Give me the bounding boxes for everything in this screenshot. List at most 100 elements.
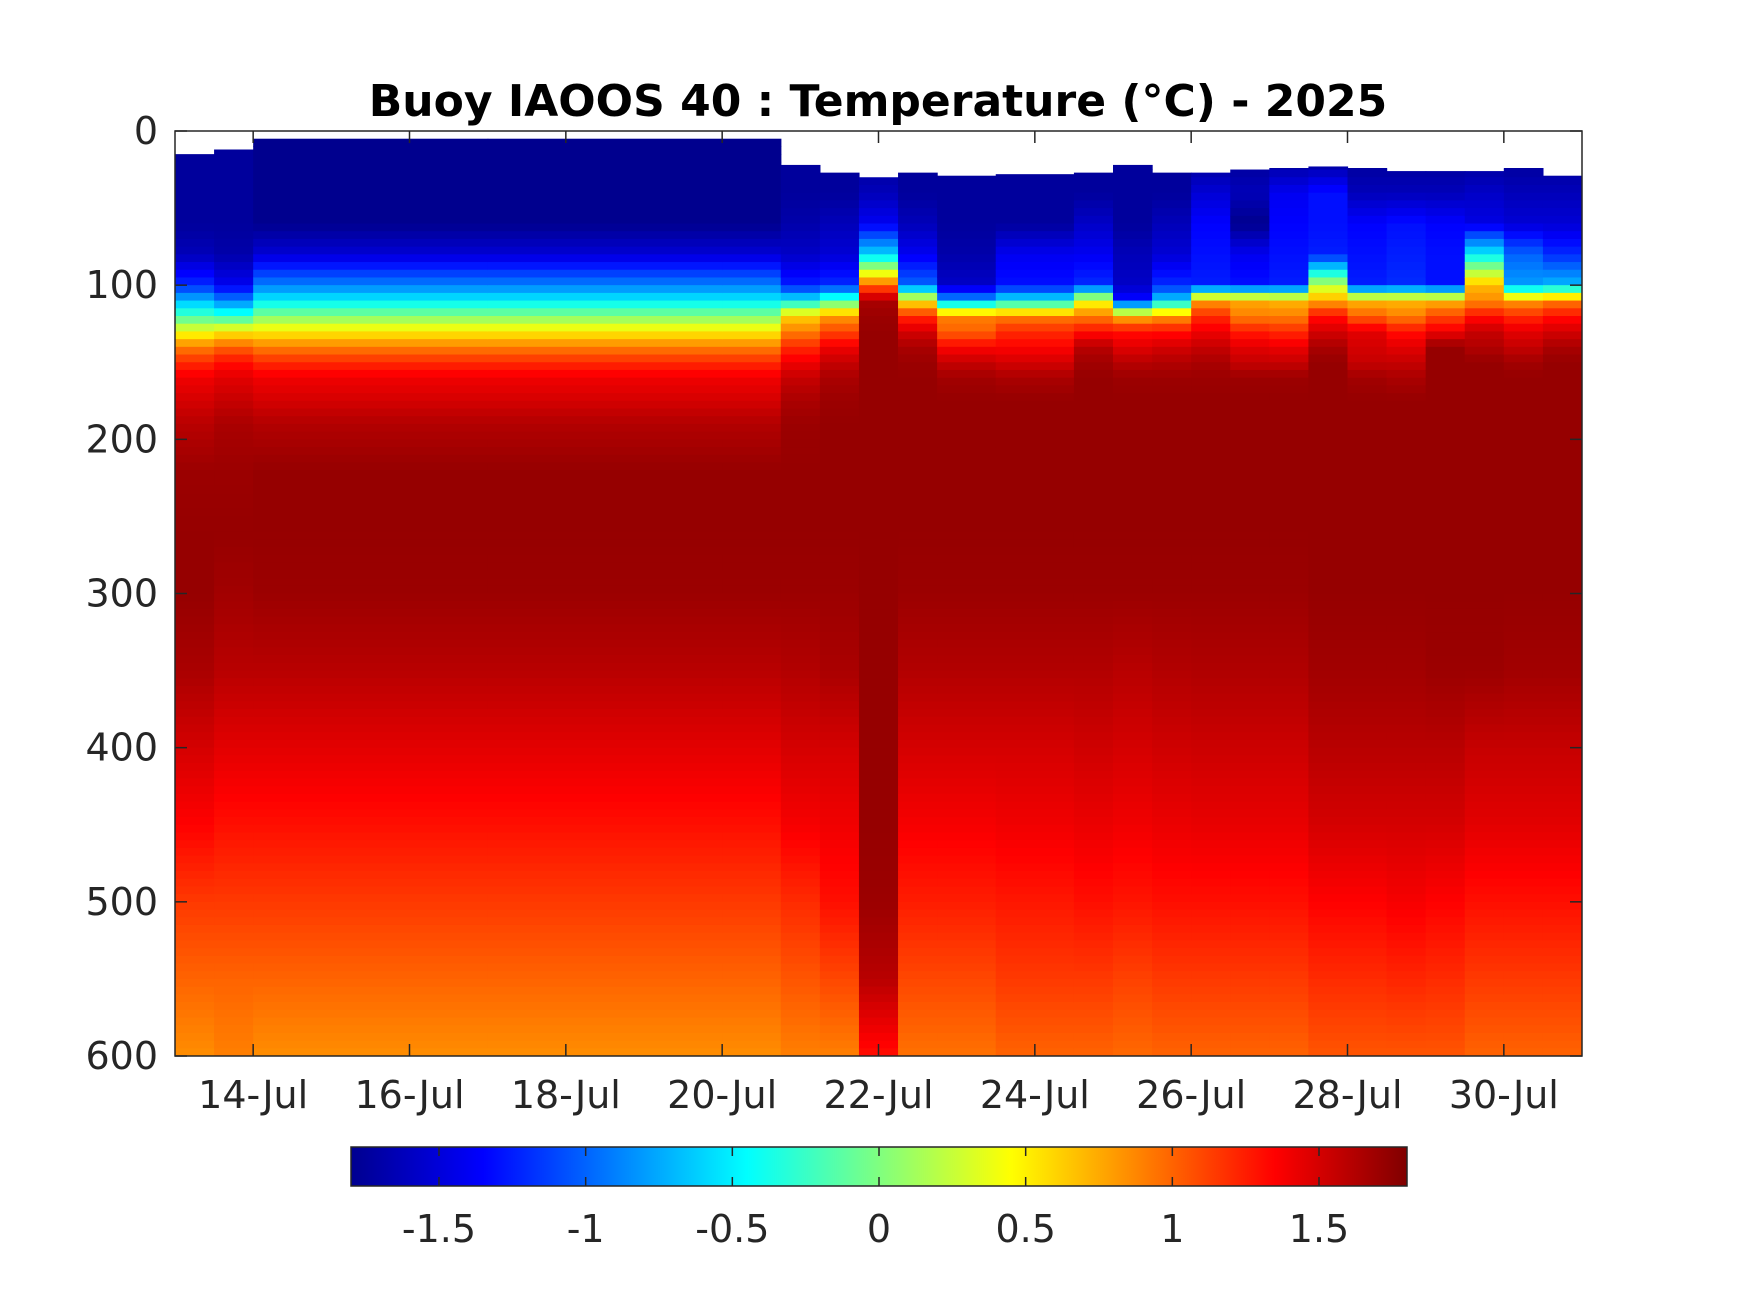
heatmap-cell <box>1425 585 1466 595</box>
heatmap-cell <box>253 855 489 864</box>
heatmap-cell <box>253 616 489 625</box>
heatmap-cell <box>1073 948 1114 957</box>
heatmap-cell <box>1269 539 1310 548</box>
heatmap-cell <box>1386 331 1427 340</box>
heatmap-cell <box>1152 184 1192 194</box>
heatmap-cell <box>1073 485 1114 494</box>
heatmap-cell <box>898 616 938 625</box>
heatmap-cell <box>819 1048 860 1056</box>
heatmap-cell <box>819 986 860 995</box>
heatmap-cell <box>858 262 899 271</box>
heatmap-cell <box>1269 477 1310 487</box>
heatmap-cell <box>1425 231 1466 240</box>
heatmap-cell <box>858 362 899 371</box>
heatmap-cell <box>1073 1040 1114 1049</box>
heatmap-cell <box>1269 662 1310 672</box>
heatmap-cell <box>898 400 938 410</box>
heatmap-cell <box>819 539 860 548</box>
heatmap-cell <box>175 277 215 286</box>
heatmap-cell <box>214 393 254 402</box>
heatmap-cell <box>819 400 860 410</box>
heatmap-cell <box>1347 331 1388 340</box>
heatmap-cell <box>1386 948 1427 957</box>
heatmap-cell <box>1152 624 1192 633</box>
heatmap-cell <box>858 963 899 972</box>
heatmap-cell <box>1347 639 1388 649</box>
heatmap-cell <box>858 308 899 317</box>
heatmap-cell <box>1113 639 1153 649</box>
heatmap-cell <box>898 955 938 965</box>
heatmap-cell <box>1386 554 1427 564</box>
heatmap-cell <box>1347 871 1388 880</box>
heatmap-cell <box>1542 485 1582 494</box>
heatmap-cell <box>722 817 782 826</box>
heatmap-cell <box>1347 647 1388 656</box>
heatmap-cell <box>1073 516 1114 525</box>
heatmap-cell <box>1152 778 1192 787</box>
heatmap-cell <box>1073 639 1114 649</box>
heatmap-cell <box>937 439 997 448</box>
heatmap-cell <box>253 154 489 163</box>
heatmap-cell <box>1347 863 1388 872</box>
heatmap-cell <box>780 423 821 433</box>
heatmap-cell <box>995 747 1075 756</box>
heatmap-cell <box>937 747 997 756</box>
heatmap-cell <box>995 385 1075 394</box>
heatmap-cell <box>1269 863 1310 872</box>
heatmap-cell <box>1152 817 1192 826</box>
heatmap-cell <box>780 192 821 201</box>
heatmap-cell <box>937 655 997 664</box>
heatmap-cell <box>995 716 1075 726</box>
heatmap-cell <box>819 316 860 325</box>
heatmap-cell <box>487 793 723 803</box>
heatmap-cell <box>1542 886 1582 895</box>
heatmap-cell <box>1308 524 1349 533</box>
heatmap-cell <box>1191 377 1231 386</box>
heatmap-cell <box>995 932 1075 941</box>
heatmap-cell <box>1542 732 1582 741</box>
heatmap-cell <box>1464 662 1505 672</box>
heatmap-cell <box>780 608 821 618</box>
heatmap-cell <box>858 732 899 741</box>
heatmap-cell <box>937 639 997 649</box>
heatmap-cell <box>898 940 938 949</box>
heatmap-cell <box>937 323 997 333</box>
heatmap-cell <box>214 832 254 841</box>
heatmap-cell <box>1308 169 1349 178</box>
heatmap-cell <box>1542 300 1582 309</box>
heatmap-cell <box>1386 917 1427 926</box>
heatmap-cell <box>1347 817 1388 826</box>
heatmap-cell <box>937 354 997 363</box>
heatmap-cell <box>1113 732 1153 741</box>
heatmap-cell <box>1152 354 1192 363</box>
heatmap-cell <box>1347 554 1388 564</box>
heatmap-cell <box>937 208 997 217</box>
heatmap-cell <box>1347 200 1388 209</box>
heatmap-cell <box>995 940 1075 949</box>
heatmap-cell <box>175 578 215 587</box>
heatmap-cell <box>175 454 215 464</box>
heatmap-cell <box>1308 238 1349 248</box>
heatmap-cell <box>1073 269 1114 279</box>
heatmap-cell <box>995 524 1075 533</box>
heatmap-cell <box>1073 778 1114 787</box>
heatmap-cell <box>1464 346 1505 356</box>
heatmap-cell <box>1542 215 1582 225</box>
heatmap-cell <box>1347 724 1388 733</box>
heatmap-cell <box>1191 924 1231 934</box>
heatmap-cell <box>214 531 254 541</box>
heatmap-cell <box>253 670 489 679</box>
heatmap-cell <box>995 878 1075 888</box>
heatmap-cell <box>1113 416 1153 425</box>
heatmap-cell <box>780 678 821 687</box>
heatmap-cell <box>1191 208 1231 217</box>
heatmap-cell <box>1191 493 1231 502</box>
heatmap-cell <box>858 554 899 564</box>
heatmap-cell <box>1386 1025 1427 1034</box>
heatmap-cell <box>1152 971 1192 980</box>
heatmap-cell <box>995 770 1075 780</box>
heatmap-cell <box>858 994 899 1003</box>
heatmap-cell <box>780 493 821 502</box>
heatmap-cell <box>214 431 254 440</box>
heatmap-cell <box>1230 709 1270 718</box>
